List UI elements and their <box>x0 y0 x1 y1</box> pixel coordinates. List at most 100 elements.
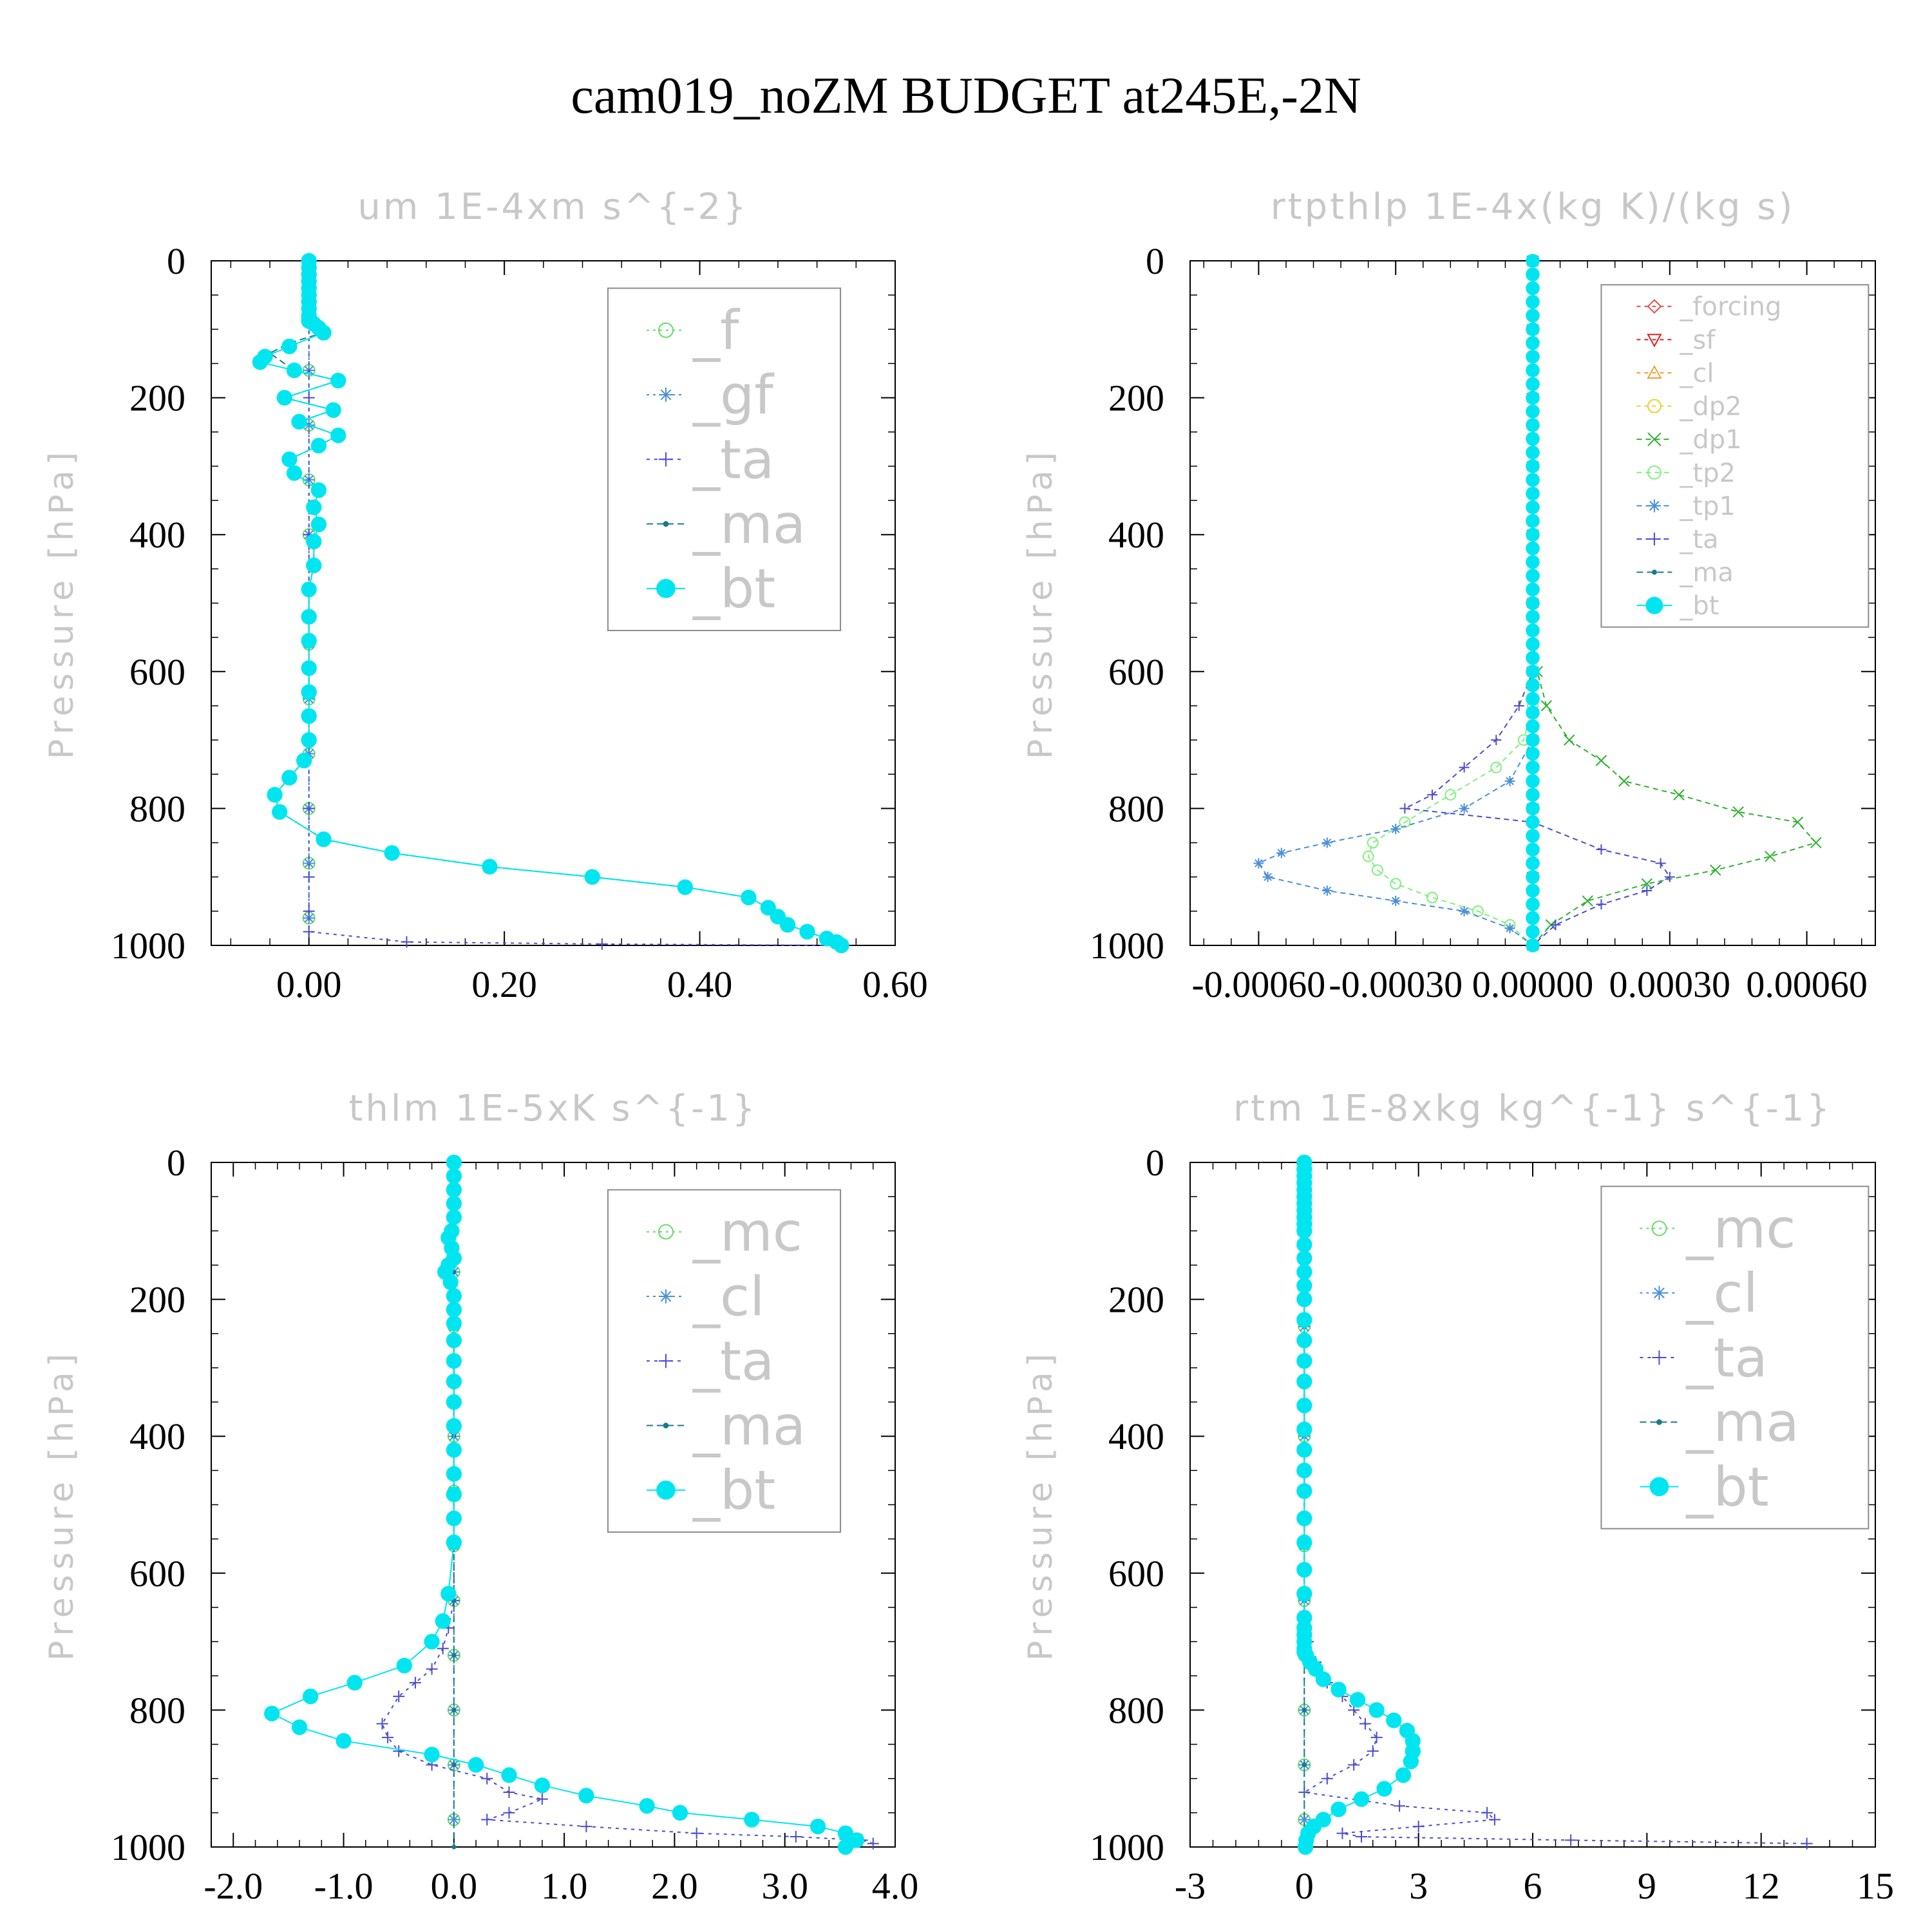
marker-dot <box>1526 418 1540 432</box>
marker-dot <box>301 660 317 676</box>
marker-dot <box>301 684 317 700</box>
marker-asterisk <box>658 387 673 402</box>
panel-rtm-budget: rtm 1E-8xkg kg^{-1} s^{-1} Pressure [hPa]… <box>1021 1088 1894 1907</box>
marker-circle <box>1362 850 1374 862</box>
marker-dot <box>1349 1692 1366 1708</box>
series-line <box>381 1162 873 1844</box>
marker-circle <box>1651 1220 1667 1236</box>
marker-circle <box>658 322 674 338</box>
legend-item: _f <box>646 299 741 362</box>
marker-plus <box>437 1642 449 1654</box>
marker-plus <box>1596 844 1607 855</box>
marker-plus <box>1412 1821 1425 1833</box>
marker-plus <box>536 1793 548 1805</box>
marker-plus <box>658 1354 673 1368</box>
marker-triangle-up <box>1647 365 1662 379</box>
marker-asterisk <box>1459 905 1470 916</box>
marker-dot <box>446 1394 462 1410</box>
x-tick-label: 0.00060 <box>1746 963 1868 1005</box>
marker-dot <box>1526 514 1540 528</box>
marker-dot <box>1526 459 1540 473</box>
marker-cross <box>1540 700 1552 712</box>
legend-label: _mc <box>692 1200 802 1264</box>
x-tick-label: 15 <box>1857 1865 1894 1907</box>
marker-dot <box>1526 815 1540 829</box>
marker-dot <box>1296 1562 1312 1578</box>
marker-cross <box>1765 851 1776 862</box>
marker-asterisk <box>1262 871 1273 882</box>
panel-um-budget: um 1E-4xm s^{-2} Pressure [hPa] 0 200 400 600… <box>43 186 928 1005</box>
marker-dot <box>1526 445 1540 460</box>
legend-label: _ta <box>692 1330 774 1393</box>
marker-dot <box>1526 336 1540 350</box>
marker-dot <box>1296 1264 1312 1280</box>
marker-dot <box>1296 1397 1312 1414</box>
marker-dot <box>286 362 303 379</box>
marker-dot <box>446 1353 462 1369</box>
panel-title: rtpthlp 1E-4x(kg K)/(kg s) <box>1271 186 1795 228</box>
marker-dot <box>1376 1781 1392 1797</box>
marker-dot <box>1296 1510 1312 1526</box>
x-tick-label: 4.0 <box>872 1865 919 1907</box>
y-tick-label: 600 <box>1108 651 1164 693</box>
legend-item: _cl <box>1636 359 1714 388</box>
marker-dot <box>1526 897 1540 912</box>
marker-dot <box>440 1586 457 1602</box>
legend-item: _dp1 <box>1636 425 1742 455</box>
y-tick-label: 600 <box>129 651 185 693</box>
y-tick-label: 0 <box>1146 240 1164 282</box>
marker-dot <box>446 1534 462 1551</box>
marker-dot <box>336 1733 352 1749</box>
marker-plus <box>1550 920 1561 931</box>
marker-dot <box>656 578 676 598</box>
x-tick-label: 0.40 <box>667 963 733 1005</box>
marker-dot <box>252 354 269 370</box>
marker-dot <box>1526 609 1540 624</box>
marker-dot <box>1526 473 1540 487</box>
marker-dot <box>1526 267 1540 282</box>
marker-asterisk <box>303 748 315 760</box>
marker-plus <box>1801 1837 1813 1850</box>
x-tick-label: 0 <box>1295 1865 1314 1907</box>
series-bt <box>1526 254 1540 952</box>
legend-label: _tp2 <box>1679 459 1736 488</box>
marker-asterisk <box>1390 824 1401 835</box>
y-tick-label: 1000 <box>1090 925 1164 967</box>
marker-cross <box>1732 806 1744 818</box>
x-tick-label: 0.00000 <box>1472 963 1594 1005</box>
marker-dot <box>1296 1223 1312 1239</box>
marker-circle <box>1444 789 1457 801</box>
y-tick-label: 0 <box>1146 1142 1164 1184</box>
legend: _f_gf_ta_ma_bt <box>607 287 842 632</box>
marker-dot <box>1526 637 1540 652</box>
marker-dot <box>1296 1374 1312 1390</box>
marker-small-dot <box>451 1844 457 1850</box>
marker-plus <box>303 925 315 938</box>
marker-dot <box>446 1209 462 1226</box>
marker-asterisk <box>1321 837 1332 848</box>
marker-dot <box>639 1798 655 1814</box>
legend: _mc_cl_ta_ma_bt <box>1600 1186 1870 1530</box>
marker-plus <box>790 1831 802 1843</box>
marker-plus <box>503 1806 515 1819</box>
marker-dot <box>296 752 312 769</box>
marker-plus <box>1664 871 1675 882</box>
marker-cross <box>1618 775 1630 787</box>
marker-plus <box>867 1837 879 1850</box>
marker-dot <box>1526 404 1540 419</box>
marker-asterisk <box>1321 885 1332 896</box>
marker-dot <box>1297 1839 1314 1855</box>
x-tick-label: 0.60 <box>862 963 928 1005</box>
marker-dot <box>325 402 341 418</box>
marker-dot <box>264 1705 280 1721</box>
marker-plus <box>1596 899 1607 910</box>
marker-dot <box>446 1288 462 1304</box>
marker-dot <box>301 732 317 748</box>
marker-cross <box>1641 878 1653 890</box>
marker-plus <box>690 1827 703 1839</box>
series-line <box>1257 261 1533 946</box>
marker-dot <box>1526 390 1540 405</box>
y-tick-label: 800 <box>1108 788 1164 829</box>
marker-dot <box>1526 760 1540 775</box>
marker-dot <box>1526 569 1540 583</box>
